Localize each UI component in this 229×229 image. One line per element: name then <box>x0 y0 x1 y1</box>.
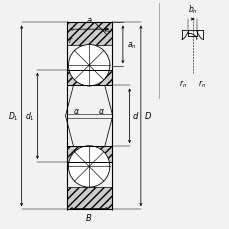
Text: d: d <box>132 112 138 121</box>
Text: D: D <box>144 112 151 121</box>
Circle shape <box>68 45 109 87</box>
Text: $b_n$: $b_n$ <box>187 3 197 16</box>
Text: r: r <box>68 36 71 45</box>
Bar <box>66 23 111 46</box>
Bar <box>66 187 111 209</box>
Text: B: B <box>86 213 92 223</box>
Circle shape <box>68 146 109 187</box>
Text: a: a <box>86 16 91 25</box>
Text: r: r <box>68 60 71 69</box>
Text: $\alpha$: $\alpha$ <box>73 106 80 115</box>
Text: $d_1$: $d_1$ <box>25 110 35 123</box>
Text: $r_n$: $r_n$ <box>178 78 186 90</box>
Text: 45°: 45° <box>102 28 113 33</box>
Text: $r_n$: $r_n$ <box>197 78 205 90</box>
Text: $a_n$: $a_n$ <box>126 40 136 50</box>
Bar <box>66 70 111 86</box>
Bar <box>66 147 111 162</box>
Text: $\alpha$: $\alpha$ <box>98 106 104 115</box>
Text: $D_1$: $D_1$ <box>8 110 18 123</box>
